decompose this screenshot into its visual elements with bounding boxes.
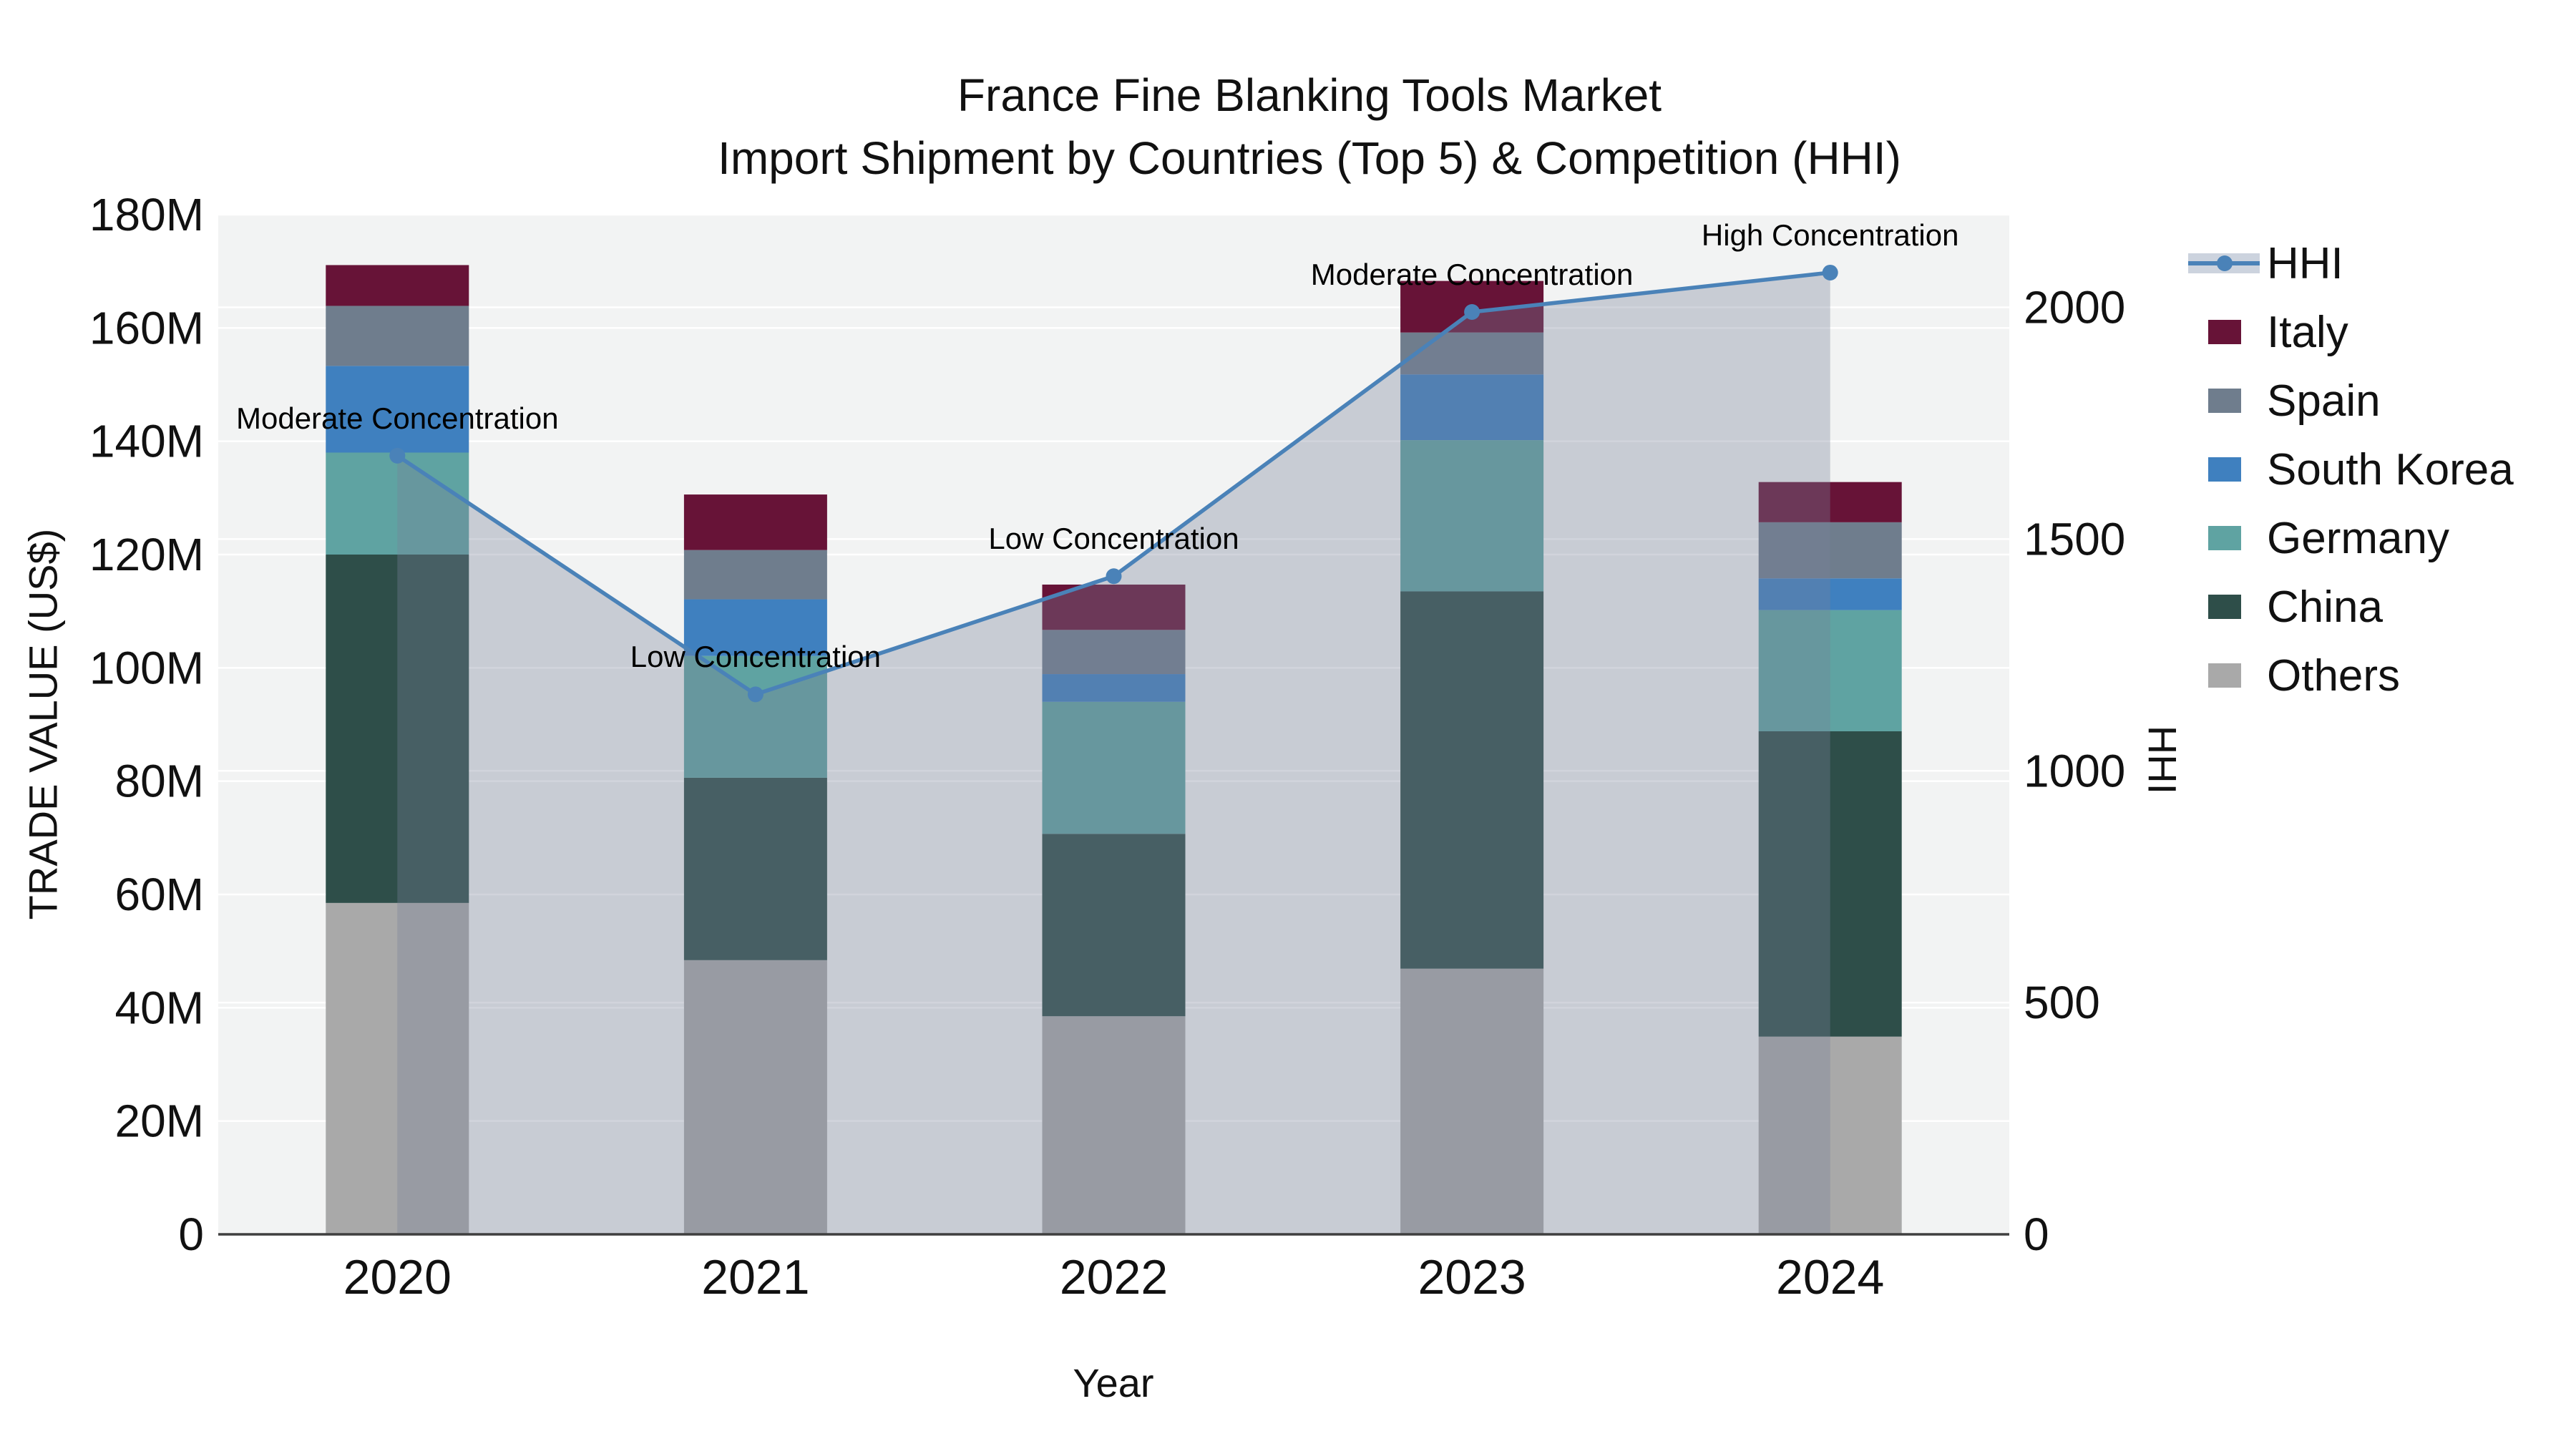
legend-label: Others [2267,650,2401,701]
bar-2023-germany [1400,440,1544,592]
bar-2021-germany [683,655,827,778]
y-right-tick-label: 1000 [2024,745,2125,796]
y-right-tick-label: 1500 [2024,513,2125,565]
y-right-tick-label: 2000 [2024,282,2125,333]
bar-2023-china [1400,591,1544,969]
bar-2020-south-korea [326,366,469,453]
y-right-tick-label: 500 [2024,977,2100,1028]
bar-2024-italy [1758,482,1902,522]
bar-2021-china [683,777,827,960]
x-tick-label-2021: 2021 [701,1250,809,1304]
legend-item-italy[interactable]: Italy [2200,298,2514,366]
bar-2022-china [1042,834,1186,1017]
legend-swatch-south-korea [2200,455,2250,484]
x-tick-label-2024: 2024 [1776,1250,1884,1304]
legend-swatch-others [2200,661,2250,690]
legend-item-china[interactable]: China [2200,572,2514,641]
legend-label: South Korea [2267,444,2514,494]
legend-label: HHI [2267,238,2343,288]
bar-2024-germany [1758,610,1902,731]
legend-label: Spain [2267,376,2381,426]
y-left-tick-label: 120M [89,529,204,580]
legend-label: Italy [2267,307,2348,357]
bar-2024-china [1758,731,1902,1037]
hhi-point-2024 [1822,264,1838,280]
legend-item-others[interactable]: Others [2200,641,2514,710]
chart-title-line1: France Fine Blanking Tools Market [957,69,1662,121]
y-left-tick-label: 80M [115,756,205,807]
y-left-tick-label: 160M [89,302,204,353]
y-left-tick-label: 40M [115,982,205,1033]
bar-2020-others [326,902,469,1234]
bar-2022-germany [1042,701,1186,834]
legend-swatch-germany [2200,524,2250,552]
x-tick-label-2023: 2023 [1418,1250,1526,1304]
y-left-tick-label: 100M [89,642,204,693]
legend-item-south-korea[interactable]: South Korea [2200,435,2514,504]
legend-item-germany[interactable]: Germany [2200,504,2514,572]
hhi-area-fill [397,272,1830,1234]
bar-2021-spain [683,550,827,600]
bar-2020-china [326,555,469,903]
x-tick-label-2022: 2022 [1060,1250,1168,1304]
y-left-tick-label: 180M [89,189,204,240]
chart-title-line2: Import Shipment by Countries (Top 5) & C… [718,132,1901,184]
bar-2021-italy [683,494,827,550]
y-left-tick-label: 140M [89,416,204,467]
bar-2020-spain [326,306,469,366]
legend-label: China [2267,582,2383,632]
legend-label: Germany [2267,513,2449,563]
bar-2022-others [1042,1016,1186,1234]
bar-2021-others [683,960,827,1234]
bar-2023-others [1400,968,1544,1234]
legend-item-spain[interactable]: Spain [2200,366,2514,435]
bar-2023-spain [1400,332,1544,375]
bar-2020-germany [326,452,469,555]
legend-line-symbol [2188,249,2260,278]
bar-2024-south-korea [1758,578,1902,610]
bar-2021-south-korea [683,599,827,656]
hhi-point-2023 [1464,304,1480,321]
y-left-tick-label: 0 [178,1209,204,1260]
bar-2024-spain [1758,522,1902,579]
bar-2022-south-korea [1042,674,1186,702]
hhi-point-2020 [389,447,406,464]
legend-swatch-spain [2200,386,2250,415]
legend: HHI Italy Spain South Korea Germany China Othe… [2188,229,2514,710]
bar-2024-others [1758,1036,1902,1234]
legend-swatch-china [2200,592,2250,621]
legend-swatch-italy [2200,318,2250,346]
y-left-tick-label: 20M [115,1096,205,1147]
legend-item-hhi[interactable]: HHI [2188,229,2514,298]
y-left-tick-label: 60M [115,869,205,920]
hhi-point-2022 [1106,568,1122,585]
x-axis-title: Year [1073,1360,1154,1405]
bar-2023-south-korea [1400,374,1544,441]
hhi-point-2021 [747,686,763,703]
bar-2022-spain [1042,630,1186,675]
bar-2020-italy [326,265,469,306]
x-tick-label-2020: 2020 [343,1250,452,1304]
y-right-tick-label: 0 [2024,1209,2049,1260]
